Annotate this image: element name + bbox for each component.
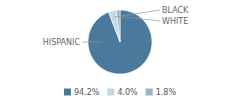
pie-slice [109, 10, 120, 42]
leader-line [82, 42, 102, 43]
legend-label: 1.8% [156, 88, 177, 97]
chart: HISPANIC BLACK WHITE 94.2% 4.0% 1.8% [0, 0, 240, 100]
legend-swatch [64, 89, 71, 96]
legend-label: 4.0% [117, 88, 138, 97]
legend-swatch [107, 89, 114, 96]
annotation: BLACK [162, 6, 189, 15]
annotation: HISPANIC [43, 38, 81, 47]
legend-swatch [146, 89, 153, 96]
legend: 94.2% 4.0% 1.8% [64, 88, 176, 97]
annotations: HISPANIC BLACK WHITE [43, 6, 189, 47]
annotation: WHITE [162, 17, 188, 26]
legend-label: 94.2% [74, 88, 100, 97]
leader-line [114, 10, 160, 17]
pie-slice [116, 10, 120, 42]
leader-line [119, 16, 160, 21]
